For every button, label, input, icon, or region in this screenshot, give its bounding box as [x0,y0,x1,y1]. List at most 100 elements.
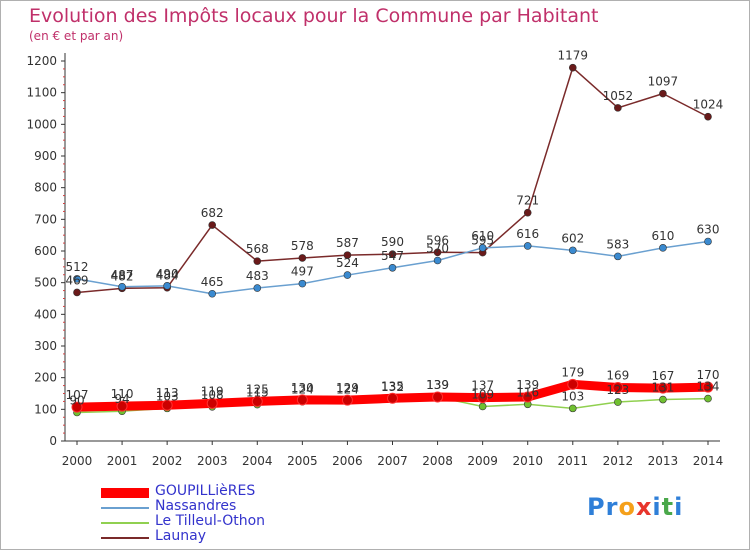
y-tick-label: 800 [34,181,57,195]
logo-letter: o [618,493,636,521]
x-tick-label: 2011 [558,454,589,468]
y-tick-label: 0 [49,434,57,448]
logo-letter: i [674,493,684,521]
data-point [343,251,352,259]
x-tick-label: 2014 [693,454,724,468]
data-point [208,289,217,298]
data-point [478,402,487,411]
data-label: 169 [606,368,629,382]
data-point [522,391,534,403]
x-tick-label: 2006 [332,454,363,468]
y-tick-label: 700 [34,212,57,226]
y-tick-label: 200 [34,371,57,385]
data-point [433,256,442,265]
data-label: 596 [426,233,449,247]
data-label: 119 [201,384,224,398]
data-label: 610 [471,229,494,243]
data-label: 721 [516,194,539,208]
data-label: 590 [381,235,404,249]
data-label: 483 [246,269,269,283]
data-point [73,288,81,297]
data-point [567,378,579,390]
data-label: 469 [66,273,89,287]
data-label: 167 [651,369,674,383]
data-point [614,252,622,261]
data-label: 578 [291,239,314,253]
data-label: 170 [697,368,720,382]
data-point [341,394,353,406]
x-tick-label: 2003 [197,454,228,468]
x-tick-label: 2013 [648,454,679,468]
data-point [343,271,352,279]
data-label: 108 [201,388,224,402]
data-label: 113 [156,386,179,400]
data-point [614,398,622,406]
data-label: 179 [561,365,584,379]
data-point [298,279,307,288]
x-tick-label: 2005 [287,454,318,468]
data-point [298,254,307,262]
legend-swatch [101,488,149,498]
data-point [614,104,622,112]
y-tick-label: 1100 [26,86,57,100]
data-label: 487 [111,268,134,282]
data-point [568,404,577,413]
data-label: 139 [426,378,449,392]
y-tick-label: 300 [34,339,57,353]
x-tick-label: 2012 [603,454,634,468]
data-point [71,401,83,413]
data-label: 630 [697,223,720,237]
data-label: 107 [66,388,89,402]
y-tick-label: 500 [34,276,57,290]
data-point [433,248,442,257]
data-label: 682 [201,206,224,220]
data-label: 109 [471,387,494,401]
data-label: 547 [381,249,404,263]
legend-swatch [101,507,149,509]
data-point [387,392,398,404]
y-tick-label: 1200 [26,54,57,68]
y-tick-label: 600 [34,244,57,258]
data-label: 134 [697,380,720,394]
data-label: 124 [291,383,314,397]
data-label: 115 [246,386,269,400]
data-label: 103 [156,389,179,403]
data-point [477,392,489,404]
logo-letter: i [652,493,662,521]
data-point [253,284,262,292]
data-label: 610 [651,229,674,243]
data-label: 125 [246,382,269,396]
data-point [704,394,712,403]
y-tick-label: 1000 [26,117,57,131]
legend-label: Nassandres [155,498,237,514]
data-label: 124 [336,383,359,397]
data-label: 129 [336,381,359,395]
data-point [251,395,263,407]
data-label: 135 [381,379,404,393]
data-point [388,250,397,258]
y-tick-label: 400 [34,307,57,321]
data-label: 94 [114,392,129,406]
legend-label: GOUPILLièRES [155,483,256,499]
plot-area [65,53,720,441]
data-label: 465 [201,275,224,289]
data-point [296,394,308,406]
data-point [163,282,171,290]
data-point [206,397,218,409]
data-label: 583 [606,237,629,251]
x-tick-label: 2010 [512,454,543,468]
data-point [523,208,532,217]
data-label: 570 [426,242,449,256]
logo-letter: x [635,493,653,521]
proxiti-logo: Proxiti [587,493,683,521]
x-tick-label: 2000 [62,454,93,468]
legend-swatch [101,537,149,539]
data-point [388,263,397,272]
data-point [568,63,577,72]
data-label: 587 [336,236,359,250]
x-tick-label: 2007 [377,454,408,468]
legend-swatch [101,522,149,524]
data-label: 137 [471,379,494,393]
data-label: 497 [291,265,314,279]
